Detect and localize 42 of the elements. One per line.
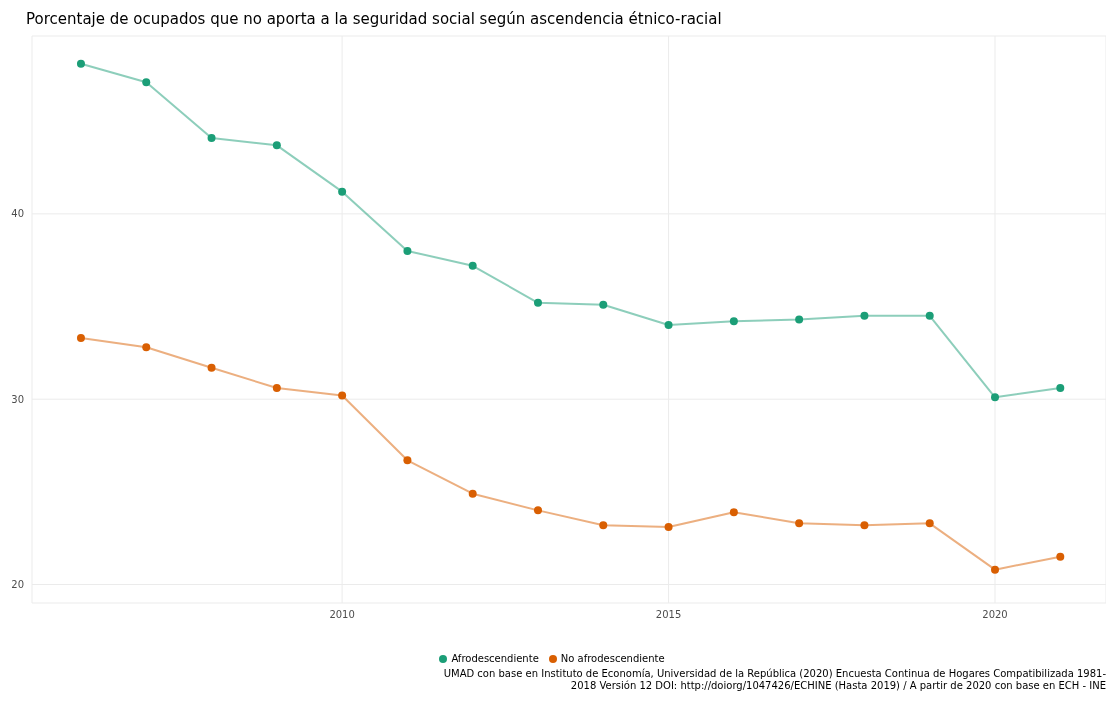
point bbox=[338, 391, 347, 400]
point bbox=[729, 508, 738, 517]
y-tick-label: 20 bbox=[11, 579, 24, 591]
point bbox=[207, 133, 216, 142]
x-tick-label: 2015 bbox=[655, 609, 682, 621]
point bbox=[991, 393, 1000, 402]
point bbox=[142, 343, 151, 352]
text: UMAD con base en Instituto de Economía, Universidad de la República (2020) Encuesta Continua de Hogares Compatibilizada 1981-2018 Versión 12 DOI: http://doiorg/1047426/ECHINE (Hasta 2019) / A partir de 2020 con base en ECH - INE bbox=[442, 668, 1106, 692]
point bbox=[925, 519, 934, 528]
point bbox=[272, 384, 281, 393]
point bbox=[76, 59, 85, 68]
point bbox=[403, 246, 412, 255]
point bbox=[860, 311, 869, 320]
point bbox=[533, 298, 542, 307]
point bbox=[207, 363, 216, 372]
point bbox=[729, 317, 738, 326]
x-tick-label: 2020 bbox=[982, 609, 1008, 621]
point bbox=[142, 78, 151, 87]
point bbox=[925, 311, 934, 320]
y-tick-label: 30 bbox=[11, 393, 24, 405]
point bbox=[860, 521, 869, 530]
point bbox=[403, 456, 412, 465]
point bbox=[599, 521, 608, 530]
point bbox=[1056, 552, 1065, 561]
point bbox=[533, 506, 542, 515]
legend-label: No afrodescendiente bbox=[560, 653, 665, 664]
point bbox=[664, 523, 673, 532]
point bbox=[468, 489, 477, 498]
point bbox=[468, 261, 477, 270]
point bbox=[272, 141, 281, 150]
x-tick-label: 2010 bbox=[329, 609, 355, 621]
legend-label: Afrodescendiente bbox=[451, 653, 539, 664]
point bbox=[795, 315, 804, 324]
chart-title: Porcentaje de ocupados que no aporta a la seguridad social según ascendencia étnico-racial bbox=[25, 9, 723, 28]
point bbox=[599, 300, 608, 309]
point bbox=[1056, 384, 1065, 393]
point bbox=[76, 334, 85, 343]
point bbox=[664, 321, 673, 330]
y-tick-label: 40 bbox=[11, 208, 24, 220]
point bbox=[991, 565, 1000, 574]
point bbox=[338, 187, 347, 196]
point bbox=[795, 519, 804, 528]
